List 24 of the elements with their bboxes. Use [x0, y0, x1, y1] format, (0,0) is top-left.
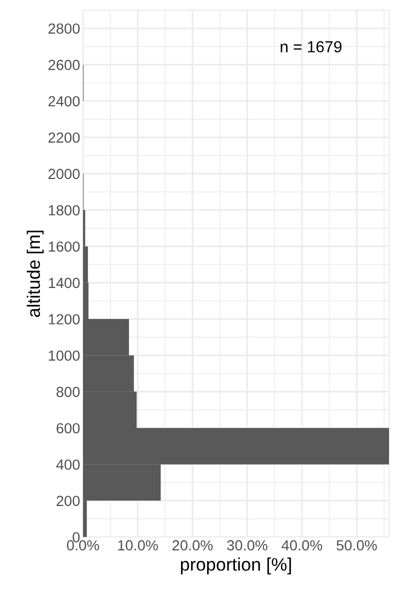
annotation: n = 1679	[280, 41, 342, 52]
y-tick-label: 1000	[48, 350, 80, 361]
y-tick-label: 2600	[48, 60, 80, 70]
x-tick-label: 0.0%	[66, 540, 100, 550]
x-axis-title: proportion [%]	[180, 558, 291, 574]
x-tick-label: 30.0%	[227, 540, 268, 550]
y-tick-label: 800	[56, 386, 80, 398]
y-tick-label: 1600	[48, 241, 80, 252]
x-tick-label: 20.0%	[172, 540, 213, 550]
y-tick-label: 600	[56, 423, 80, 434]
y-tick-label: 2800	[48, 23, 80, 34]
x-tick-label: 40.0%	[282, 540, 322, 550]
y-tick-label: 0	[72, 532, 80, 542]
x-tick-label: 50.0%	[336, 540, 377, 550]
y-tick-label: 200	[56, 496, 80, 506]
y-tick-label: 1400	[48, 278, 80, 288]
y-tick-label: 400	[56, 459, 80, 470]
y-tick-label: 2000	[48, 168, 80, 180]
y-tick-label: 1800	[48, 205, 80, 216]
y-tick-label: 1200	[48, 314, 80, 324]
y-tick-label: 2400	[48, 96, 80, 106]
y-axis-title: altitude [m]	[26, 230, 44, 317]
x-tick-label: 10.0%	[118, 540, 158, 550]
y-tick-label: 2200	[48, 132, 80, 143]
